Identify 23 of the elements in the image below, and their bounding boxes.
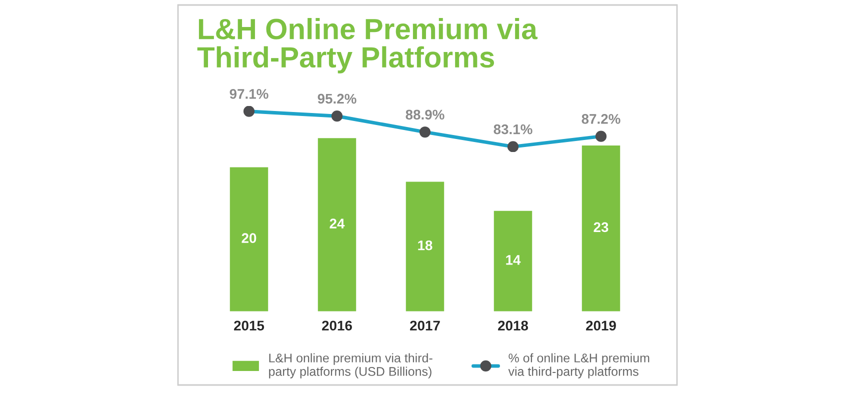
legend-label: L&H online premium via third- party platforms (USD Billions) xyxy=(269,353,432,378)
bar xyxy=(492,210,534,312)
bar xyxy=(228,166,270,312)
x-tick-label: 2015 xyxy=(234,320,264,331)
data-label: 23 xyxy=(594,222,608,232)
x-tick-label: 2018 xyxy=(498,320,528,331)
x-tick-label: 2019 xyxy=(586,320,616,331)
data-label: 95.2% xyxy=(318,94,356,104)
data-label: 88.9% xyxy=(406,110,444,120)
x-tick-label: 2017 xyxy=(410,320,440,331)
bar xyxy=(580,144,622,312)
legend-label: % of online L&H premium via third-party platforms xyxy=(508,353,650,378)
bar xyxy=(404,180,446,312)
data-label: 97.1% xyxy=(230,89,268,99)
x-tick-label: 2016 xyxy=(322,320,352,331)
data-label: 14 xyxy=(506,255,521,265)
data-label: 87.2% xyxy=(582,114,620,124)
chart-title: L&H Online Premium via Third-Party Platforms xyxy=(197,18,538,74)
bar xyxy=(316,136,358,312)
data-label: 20 xyxy=(242,233,256,244)
data-label: 18 xyxy=(418,240,432,250)
data-label: 24 xyxy=(330,218,345,228)
data-label: 83.1% xyxy=(494,124,532,134)
